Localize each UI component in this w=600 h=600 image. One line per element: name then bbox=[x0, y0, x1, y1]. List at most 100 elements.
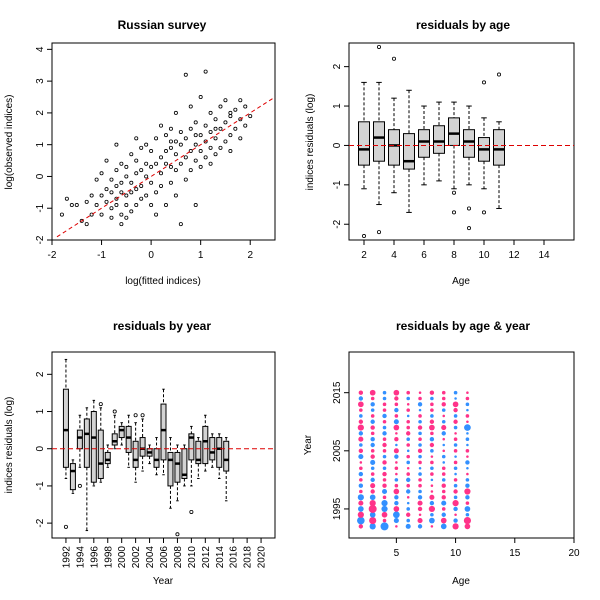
year-y-tick-label: 2 bbox=[35, 371, 46, 377]
residual-bubble bbox=[394, 495, 399, 500]
xlabel-residuals-by-age: Age bbox=[452, 276, 470, 287]
residual-bubble bbox=[370, 402, 375, 407]
scatter-point bbox=[188, 149, 193, 154]
residual-bubble bbox=[370, 442, 375, 448]
box bbox=[223, 440, 230, 472]
scatter-point bbox=[139, 168, 144, 173]
residual-bubble bbox=[370, 408, 375, 412]
residual-bubble bbox=[358, 431, 364, 436]
year-x-tick-label: 1998 bbox=[103, 546, 114, 569]
scatter-point bbox=[149, 203, 154, 208]
scatter-point bbox=[193, 133, 198, 138]
residual-bubble bbox=[358, 500, 364, 506]
residual-bubble bbox=[405, 523, 411, 529]
box bbox=[160, 403, 167, 461]
scatter-point bbox=[178, 129, 183, 134]
scatter-point bbox=[173, 168, 178, 173]
residual-bubble bbox=[430, 478, 434, 482]
box bbox=[125, 425, 132, 453]
scatter-point bbox=[233, 126, 238, 131]
year-x-tick-label: 2008 bbox=[173, 546, 184, 569]
residual-bubble bbox=[406, 454, 410, 459]
residual-bubble bbox=[359, 414, 363, 418]
residual-bubble bbox=[453, 518, 458, 523]
residual-bubble bbox=[406, 483, 410, 488]
year-x-tick-label: 2002 bbox=[131, 546, 142, 569]
residual-bubble bbox=[394, 454, 399, 459]
residual-bubble bbox=[441, 507, 446, 511]
outlier-point bbox=[376, 230, 381, 235]
scatter-y-tick-label: 0 bbox=[35, 173, 46, 179]
residual-bubble bbox=[428, 505, 435, 513]
xlabel-residuals-by-year: Year bbox=[153, 576, 174, 587]
age-x-tick-label: 14 bbox=[538, 250, 550, 261]
scatter-y-tick-label: -1 bbox=[35, 203, 46, 212]
scatter-x-tick-label: 2 bbox=[247, 250, 253, 261]
residual-bubble bbox=[358, 448, 364, 454]
residual-bubble bbox=[465, 414, 470, 418]
box bbox=[90, 411, 97, 483]
residual-bubble bbox=[369, 500, 376, 507]
scatter-point bbox=[203, 123, 208, 128]
scatter-point bbox=[168, 126, 173, 131]
residual-bubble bbox=[370, 489, 375, 494]
residual-bubble bbox=[406, 489, 411, 494]
residual-bubble bbox=[418, 483, 422, 488]
plot-frame-residuals-by-age bbox=[348, 42, 575, 241]
residual-bubble bbox=[382, 431, 387, 436]
residual-bubble bbox=[442, 437, 446, 441]
residual-bubble bbox=[382, 449, 387, 453]
residual-bubble bbox=[394, 396, 399, 401]
scatter-point bbox=[119, 222, 124, 227]
scatter-point bbox=[208, 110, 213, 115]
residual-bubble bbox=[430, 512, 434, 517]
box bbox=[69, 463, 76, 491]
scatter-point bbox=[144, 142, 149, 147]
scatter-x-tick-label: 1 bbox=[198, 250, 204, 261]
box bbox=[463, 129, 475, 158]
residual-bubble bbox=[441, 454, 446, 459]
residual-bubble bbox=[358, 419, 364, 424]
residual-bubble bbox=[358, 483, 364, 488]
scatter-point bbox=[183, 155, 188, 160]
year-y-tick-label: 1 bbox=[35, 408, 46, 414]
outlier-point bbox=[451, 210, 456, 215]
residual-bubble bbox=[382, 402, 387, 407]
residual-bubble bbox=[394, 402, 399, 407]
residual-bubble bbox=[382, 408, 387, 412]
residual-bubble bbox=[466, 443, 469, 447]
xlabel-residuals-by-age-year: Age bbox=[452, 576, 470, 587]
residual-bubble bbox=[441, 472, 446, 476]
scatter-point bbox=[198, 133, 203, 138]
residual-bubble bbox=[453, 506, 458, 512]
bubble-y-tick-label: 1995 bbox=[332, 497, 343, 520]
scatter-point bbox=[109, 190, 114, 195]
box bbox=[418, 129, 430, 158]
residual-bubble bbox=[394, 414, 399, 418]
scatter-point bbox=[238, 117, 243, 122]
residual-bubble bbox=[393, 389, 400, 396]
residual-bubble bbox=[382, 483, 387, 488]
age-x-tick-label: 4 bbox=[391, 250, 397, 261]
scatter-point bbox=[129, 180, 134, 185]
residual-bubble bbox=[464, 424, 471, 431]
residual-bubble bbox=[369, 511, 376, 518]
residual-bubble bbox=[463, 516, 471, 525]
residual-bubble bbox=[430, 449, 434, 453]
age-y-tick-label: 2 bbox=[332, 63, 343, 69]
residual-bubble bbox=[418, 466, 422, 470]
scatter-point bbox=[188, 168, 193, 173]
residual-bubble bbox=[465, 460, 470, 465]
residual-bubble bbox=[406, 425, 410, 430]
residual-bubble bbox=[465, 396, 470, 401]
residual-bubble bbox=[417, 518, 423, 524]
scatter-point bbox=[223, 98, 228, 103]
panel-scatter: Russian survey log(fitted indices) log(o… bbox=[4, 18, 276, 287]
residual-bubble bbox=[454, 432, 457, 435]
age-x-tick-label: 2 bbox=[361, 250, 367, 261]
residual-bubble bbox=[381, 511, 388, 518]
scatter-point bbox=[74, 203, 79, 208]
scatter-y-tick-label: 4 bbox=[35, 46, 46, 52]
residual-bubble bbox=[453, 483, 458, 488]
outlier-point bbox=[189, 509, 194, 514]
